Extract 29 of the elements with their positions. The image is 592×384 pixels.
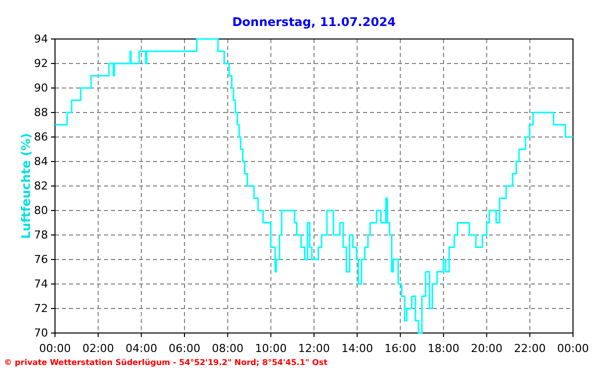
y-tick-label: 72 — [34, 302, 48, 316]
x-tick-label: 12:00 — [298, 342, 330, 356]
y-tick-label: 94 — [34, 32, 48, 46]
y-tick-label: 76 — [34, 253, 48, 266]
x-tick-label: 10:00 — [254, 342, 287, 356]
y-tick-label: 80 — [34, 204, 48, 218]
x-tick-label: 08:00 — [212, 342, 244, 356]
x-tick-label: 16:00 — [384, 342, 416, 356]
y-tick-label: 82 — [34, 180, 48, 193]
x-tick-label: 18:00 — [428, 342, 460, 356]
y-tick-label: 88 — [34, 106, 48, 120]
x-tick-label: 20:00 — [470, 342, 503, 356]
x-tick-label: 00:00 — [39, 342, 71, 356]
x-tick-label: 04:00 — [125, 342, 158, 356]
y-tick-label: 78 — [34, 228, 48, 242]
x-tick-label: 02:00 — [82, 342, 114, 356]
text: © private Wetterstation Süderlügum - 54°52'19.2" Nord; 8°54'45.1" Ost — [4, 358, 328, 367]
y-tick-label: 90 — [34, 82, 48, 95]
y-axis-title: Luftfeuchte (%) — [19, 133, 33, 239]
x-tick-label: 22:00 — [514, 342, 546, 356]
y-tick-label: 84 — [34, 155, 48, 168]
y-tick-label: 74 — [34, 278, 48, 291]
x-tick-label: 14:00 — [341, 342, 374, 356]
x-tick-label: 00:00 — [557, 342, 589, 356]
y-tick-label: 92 — [34, 57, 48, 70]
y-tick-label: 70 — [34, 326, 48, 340]
chart-title: Donnerstag, 11.07.2024 — [232, 15, 396, 29]
x-tick-label: 06:00 — [168, 342, 200, 356]
y-tick-label: 86 — [34, 130, 48, 144]
